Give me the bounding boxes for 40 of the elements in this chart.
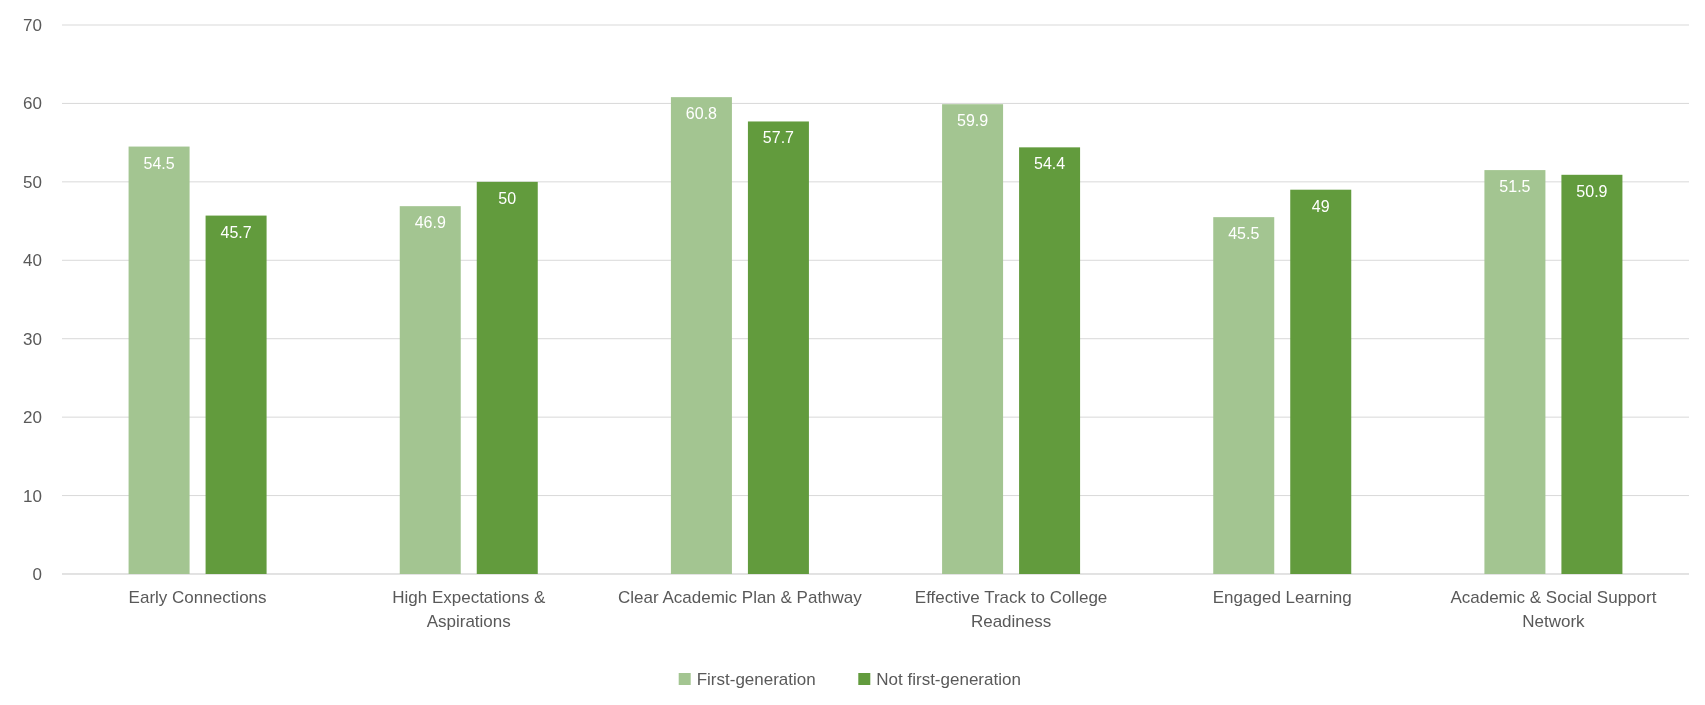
data-label: 49 <box>1311 197 1330 215</box>
bar <box>205 215 267 574</box>
legend-label: Not first-generation <box>876 670 1021 689</box>
bar <box>399 206 461 574</box>
x-tick-label: High Expectations & Aspirations <box>392 588 546 631</box>
data-label: 54.4 <box>1034 155 1066 173</box>
data-label: 51.5 <box>1499 178 1531 196</box>
bar <box>1561 174 1623 574</box>
y-tick-label: 70 <box>23 16 42 35</box>
data-label: 45.5 <box>1228 225 1260 243</box>
legend-label: First-generation <box>696 670 816 689</box>
bar <box>1019 147 1081 574</box>
bar <box>1290 189 1352 574</box>
data-label: 57.7 <box>762 129 795 147</box>
y-tick-label: 50 <box>23 172 42 192</box>
x-tick-label: Early Connections <box>128 588 267 607</box>
y-tick-label: 60 <box>23 94 42 114</box>
bar <box>670 97 732 574</box>
x-tick-label: Academic & Social Support Network <box>1450 588 1657 631</box>
bar <box>476 181 538 574</box>
data-label: 50 <box>498 189 517 207</box>
x-tick-label: Clear Academic Plan & Pathway <box>618 588 863 607</box>
y-tick-label: 20 <box>23 408 42 428</box>
data-label: 59.9 <box>957 112 989 130</box>
bar <box>1213 217 1275 574</box>
bar <box>747 121 809 574</box>
y-tick-label: 30 <box>23 329 42 349</box>
x-tick-label: Engaged Learning <box>1212 588 1352 607</box>
y-tick-label: 10 <box>23 486 42 506</box>
bar <box>942 104 1004 574</box>
data-label: 45.7 <box>220 223 252 241</box>
data-label: 50.9 <box>1576 182 1608 200</box>
y-tick-label: 0 <box>32 565 42 584</box>
x-tick-label: Effective Track to College Readiness <box>914 588 1108 631</box>
data-label: 60.8 <box>685 105 718 123</box>
data-label: 46.9 <box>414 214 446 232</box>
bar <box>128 146 190 574</box>
bar <box>1484 170 1546 574</box>
data-label: 54.5 <box>143 154 175 172</box>
y-tick-label: 40 <box>23 251 42 271</box>
